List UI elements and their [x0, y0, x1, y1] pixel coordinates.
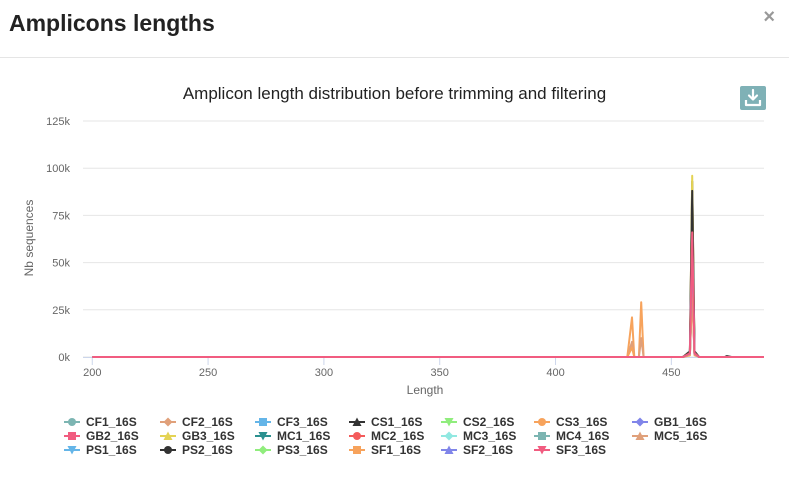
y-tick-label: 75k: [52, 210, 70, 222]
legend-label: MC4_16S: [556, 429, 610, 443]
series-line-CS3_16S[interactable]: [92, 289, 764, 358]
download-icon: [744, 88, 762, 107]
legend-symbol: [160, 446, 176, 454]
legend-symbol: [534, 446, 550, 455]
legend-symbol: [255, 418, 271, 426]
legend-label: GB2_16S: [86, 429, 139, 443]
legend-symbol: [632, 417, 648, 427]
series-line-CS1_16S[interactable]: [92, 180, 764, 358]
legend-symbol: [441, 431, 457, 441]
x-axis-label: Length: [407, 383, 444, 397]
chart-title: Amplicon length distribution before trim…: [182, 84, 607, 103]
chart-plot: 0k 25k 50k 75k 100k 125k 200 250 300 350 400 450 N…: [22, 116, 764, 397]
legend-label: MC5_16S: [654, 429, 708, 443]
y-tick-label: 100k: [46, 163, 70, 175]
legend-symbol: [632, 431, 648, 440]
series-line-SF2_16S[interactable]: [92, 238, 764, 358]
y-tick-label: 125k: [46, 116, 70, 128]
series-line-MC2_16S[interactable]: [92, 252, 764, 358]
series-line-SF3_16S[interactable]: [92, 231, 764, 358]
legend-label: GB3_16S: [182, 429, 235, 443]
series-line-GB1_16S[interactable]: [92, 223, 764, 358]
legend-symbol: [349, 417, 365, 426]
x-tick-label: 450: [662, 367, 680, 379]
legend-label: PS3_16S: [277, 443, 328, 457]
legend-label: MC2_16S: [371, 429, 425, 443]
legend-symbol: [64, 432, 80, 440]
series-line-GB2_16S[interactable]: [92, 233, 764, 358]
series-line-MC1_16S[interactable]: [92, 214, 764, 358]
legend-label: MC1_16S: [277, 429, 331, 443]
legend-symbol: [441, 445, 457, 454]
x-tick-label: 250: [199, 367, 217, 379]
legend-label: CS2_16S: [463, 415, 515, 429]
y-tick-label: 0k: [58, 352, 70, 364]
legend-symbol: [349, 446, 365, 454]
series-line-PS1_16S[interactable]: [92, 242, 764, 358]
series-line-MC5_16S[interactable]: [92, 280, 764, 358]
x-tick-label: 400: [546, 367, 564, 379]
legend-symbol: [160, 431, 176, 440]
legend-label: SF1_16S: [371, 443, 422, 457]
legend-label: CF1_16S: [86, 415, 137, 429]
legend-label: SF3_16S: [556, 443, 607, 457]
series-line-MC3_16S[interactable]: [92, 271, 764, 358]
legend-symbol: [534, 418, 550, 426]
legend-label: PS2_16S: [182, 443, 233, 457]
legend-label: CF2_16S: [182, 415, 233, 429]
modal-header: Amplicons lengths ×: [0, 0, 789, 58]
legend-symbol: [349, 432, 365, 440]
y-tick-label: 25k: [52, 305, 70, 317]
legend-symbol: [64, 446, 80, 455]
x-tick-label: 350: [431, 367, 449, 379]
legend-label: CF3_16S: [277, 415, 328, 429]
close-button[interactable]: ×: [763, 6, 775, 28]
legend-symbol: [255, 445, 271, 455]
series-line-CF3_16S[interactable]: [92, 271, 764, 358]
modal-title: Amplicons lengths: [9, 10, 215, 36]
legend-symbol: [255, 432, 271, 441]
legend-symbol: [64, 418, 80, 426]
x-tick-label: 300: [315, 367, 333, 379]
legend-label: CS3_16S: [556, 415, 608, 429]
x-tick-label: 200: [83, 367, 101, 379]
legend-symbol: [160, 417, 176, 427]
legend-label: CS1_16S: [371, 415, 423, 429]
legend-symbol: [441, 418, 457, 427]
legend-symbol: [534, 432, 550, 440]
series-line-GB3_16S[interactable]: [92, 174, 764, 358]
series-line-CF2_16S[interactable]: [92, 284, 764, 358]
series-line-SF1_16S[interactable]: [92, 288, 764, 358]
legend-label: SF2_16S: [463, 443, 514, 457]
y-tick-label: 50k: [52, 258, 70, 270]
series-line-PS3_16S[interactable]: [92, 257, 764, 358]
download-button[interactable]: [740, 86, 766, 110]
y-axis-label: Nb sequences: [22, 200, 36, 277]
legend-label: GB1_16S: [654, 415, 707, 429]
chart-container: Amplicon length distribution before trim…: [0, 60, 789, 480]
series-line-CF1_16S[interactable]: [92, 276, 764, 358]
series-line-CS2_16S[interactable]: [92, 280, 764, 358]
legend-label: PS1_16S: [86, 443, 137, 457]
legend-label: MC3_16S: [463, 429, 517, 443]
